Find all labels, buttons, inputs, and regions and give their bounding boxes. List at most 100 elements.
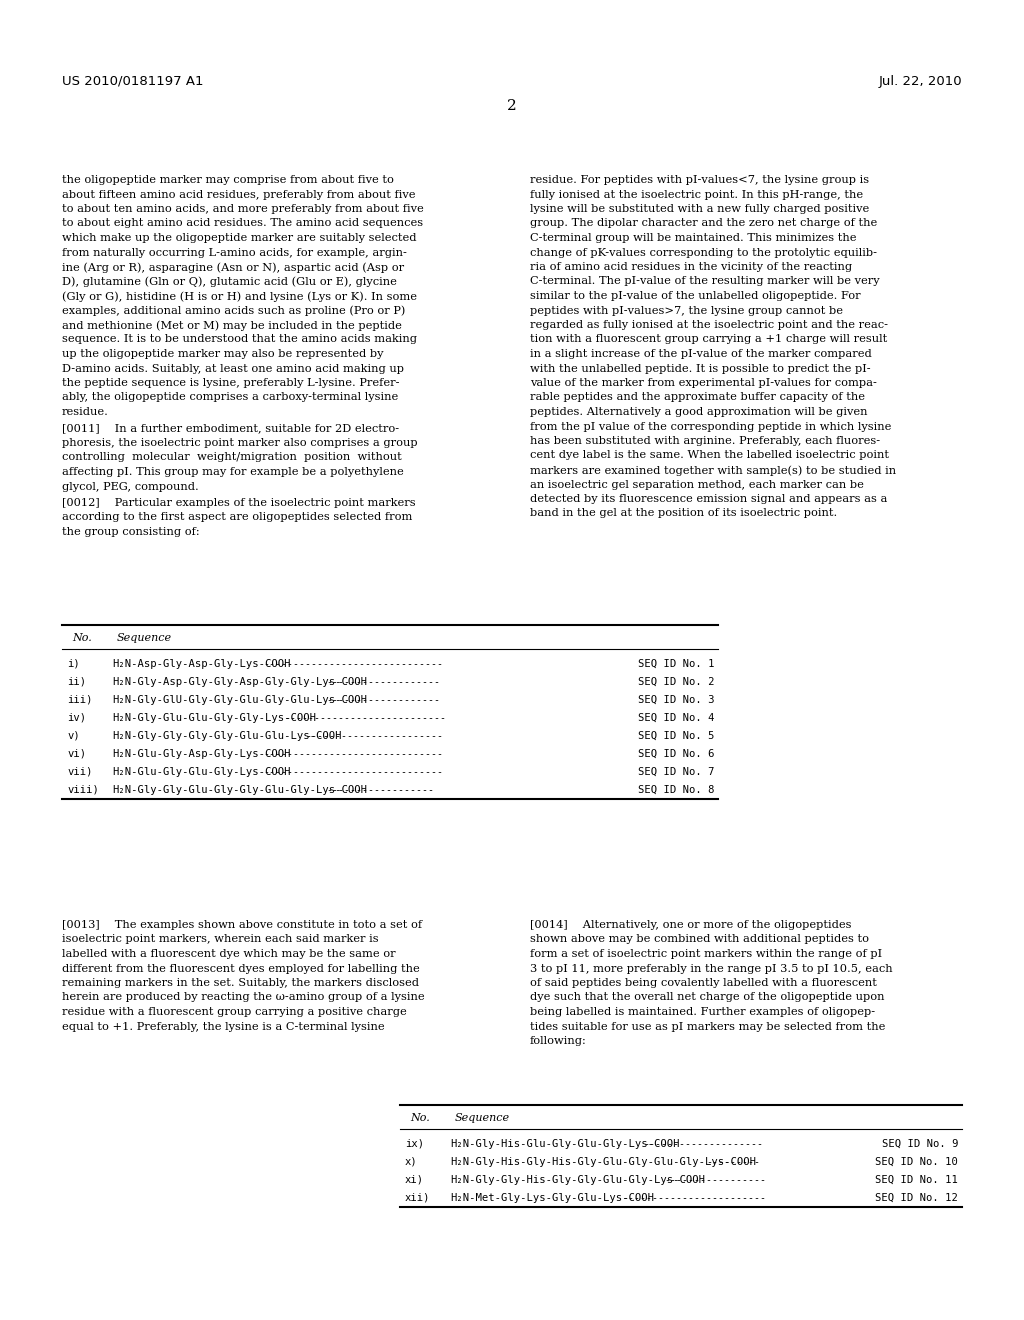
Text: SEQ ID No. 7: SEQ ID No. 7 — [638, 767, 714, 777]
Text: tion with a fluorescent group carrying a +1 charge will result: tion with a fluorescent group carrying a… — [530, 334, 887, 345]
Text: with the unlabelled peptide. It is possible to predict the pI-: with the unlabelled peptide. It is possi… — [530, 363, 870, 374]
Text: SEQ ID No. 8: SEQ ID No. 8 — [638, 785, 714, 795]
Text: xi): xi) — [406, 1175, 424, 1185]
Text: ------------------------: ------------------------ — [622, 1193, 766, 1203]
Text: ix): ix) — [406, 1139, 424, 1148]
Text: xii): xii) — [406, 1193, 430, 1203]
Text: [0013]  The examples shown above constitute in toto a set of: [0013] The examples shown above constitu… — [62, 920, 422, 931]
Text: rable peptides and the approximate buffer capacity of the: rable peptides and the approximate buffe… — [530, 392, 865, 403]
Text: [0012]  Particular examples of the isoelectric point markers: [0012] Particular examples of the isoele… — [62, 498, 416, 508]
Text: residue. For peptides with pI-values<7, the lysine group is: residue. For peptides with pI-values<7, … — [530, 176, 869, 185]
Text: Jul. 22, 2010: Jul. 22, 2010 — [879, 75, 962, 88]
Text: ria of amino acid residues in the vicinity of the reacting: ria of amino acid residues in the vicini… — [530, 261, 852, 272]
Text: SEQ ID No. 10: SEQ ID No. 10 — [876, 1158, 958, 1167]
Text: herein are produced by reacting the ω-amino group of a lysine: herein are produced by reacting the ω-am… — [62, 993, 425, 1002]
Text: residue with a fluorescent group carrying a positive charge: residue with a fluorescent group carryin… — [62, 1007, 407, 1016]
Text: i): i) — [67, 659, 80, 669]
Text: (Gly or G), histidine (H is or H) and lysine (Lys or K). In some: (Gly or G), histidine (H is or H) and ly… — [62, 290, 417, 301]
Text: --------------------: -------------------- — [643, 1139, 763, 1148]
Text: peptides with pI-values>7, the lysine group cannot be: peptides with pI-values>7, the lysine gr… — [530, 305, 843, 315]
Text: similar to the pI-value of the unlabelled oligopeptide. For: similar to the pI-value of the unlabelle… — [530, 290, 860, 301]
Text: No.: No. — [410, 1113, 430, 1123]
Text: from the pI value of the corresponding peptide in which lysine: from the pI value of the corresponding p… — [530, 421, 891, 432]
Text: iii): iii) — [67, 696, 92, 705]
Text: ------------------: ------------------ — [326, 785, 434, 795]
Text: the oligopeptide marker may comprise from about five to: the oligopeptide marker may comprise fro… — [62, 176, 394, 185]
Text: labelled with a fluorescent dye which may be the same or: labelled with a fluorescent dye which ma… — [62, 949, 395, 960]
Text: has been substituted with arginine. Preferably, each fluores-: has been substituted with arginine. Pref… — [530, 436, 880, 446]
Text: ------------------------------: ------------------------------ — [263, 659, 443, 669]
Text: Sequence: Sequence — [117, 634, 172, 643]
Text: markers are examined together with sample(s) to be studied in: markers are examined together with sampl… — [530, 465, 896, 475]
Text: x): x) — [406, 1158, 418, 1167]
Text: being labelled is maintained. Further examples of oligopep-: being labelled is maintained. Further ex… — [530, 1007, 876, 1016]
Text: following:: following: — [530, 1036, 587, 1045]
Text: examples, additional amino acids such as proline (Pro or P): examples, additional amino acids such as… — [62, 305, 406, 315]
Text: which make up the oligopeptide marker are suitably selected: which make up the oligopeptide marker ar… — [62, 234, 417, 243]
Text: value of the marker from experimental pI-values for compa-: value of the marker from experimental pI… — [530, 378, 877, 388]
Text: about fifteen amino acid residues, preferably from about five: about fifteen amino acid residues, prefe… — [62, 190, 416, 199]
Text: H₂N-Gly-Gly-Glu-Gly-Gly-Glu-Gly-Lys-COOH: H₂N-Gly-Gly-Glu-Gly-Gly-Glu-Gly-Lys-COOH — [112, 785, 367, 795]
Text: C-terminal. The pI-value of the resulting marker will be very: C-terminal. The pI-value of the resultin… — [530, 276, 880, 286]
Text: H₂N-Gly-Gly-Gly-Gly-Glu-Glu-Lys-COOH: H₂N-Gly-Gly-Gly-Gly-Glu-Glu-Lys-COOH — [112, 731, 341, 741]
Text: residue.: residue. — [62, 407, 109, 417]
Text: ------------------------------: ------------------------------ — [263, 767, 443, 777]
Text: group. The dipolar character and the zero net charge of the: group. The dipolar character and the zer… — [530, 219, 878, 228]
Text: ---------------------------: --------------------------- — [284, 713, 446, 723]
Text: form a set of isoelectric point markers within the range of pI: form a set of isoelectric point markers … — [530, 949, 882, 960]
Text: vii): vii) — [67, 767, 92, 777]
Text: SEQ ID No. 3: SEQ ID No. 3 — [638, 696, 714, 705]
Text: ---------: --------- — [706, 1158, 760, 1167]
Text: H₂N-Glu-Gly-Glu-Gly-Lys-COOH: H₂N-Glu-Gly-Glu-Gly-Lys-COOH — [112, 767, 291, 777]
Text: H₂N-Gly-Glu-Glu-Gly-Gly-Lys-COOH: H₂N-Gly-Glu-Glu-Gly-Gly-Lys-COOH — [112, 713, 316, 723]
Text: ine (Arg or R), asparagine (Asn or N), aspartic acid (Asp or: ine (Arg or R), asparagine (Asn or N), a… — [62, 261, 404, 272]
Text: SEQ ID No. 6: SEQ ID No. 6 — [638, 748, 714, 759]
Text: US 2010/0181197 A1: US 2010/0181197 A1 — [62, 75, 204, 88]
Text: iv): iv) — [67, 713, 86, 723]
Text: up the oligopeptide marker may also be represented by: up the oligopeptide marker may also be r… — [62, 348, 384, 359]
Text: [0014]  Alternatively, one or more of the oligopeptides: [0014] Alternatively, one or more of the… — [530, 920, 852, 931]
Text: to about ten amino acids, and more preferably from about five: to about ten amino acids, and more prefe… — [62, 205, 424, 214]
Text: in a slight increase of the pI-value of the marker compared: in a slight increase of the pI-value of … — [530, 348, 871, 359]
Text: cent dye label is the same. When the labelled isoelectric point: cent dye label is the same. When the lab… — [530, 450, 889, 461]
Text: glycol, PEG, compound.: glycol, PEG, compound. — [62, 482, 199, 491]
Text: SEQ ID No. 11: SEQ ID No. 11 — [876, 1175, 958, 1185]
Text: equal to +1. Preferably, the lysine is a C-terminal lysine: equal to +1. Preferably, the lysine is a… — [62, 1022, 385, 1031]
Text: according to the first aspect are oligopeptides selected from: according to the first aspect are oligop… — [62, 512, 413, 523]
Text: 2: 2 — [507, 99, 517, 114]
Text: to about eight amino acid residues. The amino acid sequences: to about eight amino acid residues. The … — [62, 219, 423, 228]
Text: H₂N-Gly-GlU-Gly-Gly-Glu-Gly-Glu-Lys-COOH: H₂N-Gly-GlU-Gly-Gly-Glu-Gly-Glu-Lys-COOH — [112, 696, 367, 705]
Text: 3 to pI 11, more preferably in the range pI 3.5 to pI 10.5, each: 3 to pI 11, more preferably in the range… — [530, 964, 893, 974]
Text: lysine will be substituted with a new fully charged positive: lysine will be substituted with a new fu… — [530, 205, 869, 214]
Text: from naturally occurring L-amino acids, for example, argin-: from naturally occurring L-amino acids, … — [62, 248, 407, 257]
Text: SEQ ID No. 1: SEQ ID No. 1 — [638, 659, 714, 669]
Text: viii): viii) — [67, 785, 99, 795]
Text: remaining markers in the set. Suitably, the markers disclosed: remaining markers in the set. Suitably, … — [62, 978, 419, 987]
Text: D), glutamine (Gln or Q), glutamic acid (Glu or E), glycine: D), glutamine (Gln or Q), glutamic acid … — [62, 276, 397, 286]
Text: SEQ ID No. 9: SEQ ID No. 9 — [882, 1139, 958, 1148]
Text: vi): vi) — [67, 748, 86, 759]
Text: SEQ ID No. 4: SEQ ID No. 4 — [638, 713, 714, 723]
Text: SEQ ID No. 2: SEQ ID No. 2 — [638, 677, 714, 686]
Text: H₂N-Gly-Asp-Gly-Gly-Asp-Gly-Gly-Lys-COOH: H₂N-Gly-Asp-Gly-Gly-Asp-Gly-Gly-Lys-COOH — [112, 677, 367, 686]
Text: SEQ ID No. 12: SEQ ID No. 12 — [876, 1193, 958, 1203]
Text: regarded as fully ionised at the isoelectric point and the reac-: regarded as fully ionised at the isoelec… — [530, 319, 888, 330]
Text: -------------------: ------------------- — [326, 677, 440, 686]
Text: ii): ii) — [67, 677, 86, 686]
Text: fully ionised at the isoelectric point. In this pH-range, the: fully ionised at the isoelectric point. … — [530, 190, 863, 199]
Text: change of pK-values corresponding to the protolytic equilib-: change of pK-values corresponding to the… — [530, 248, 877, 257]
Text: the group consisting of:: the group consisting of: — [62, 527, 200, 537]
Text: No.: No. — [72, 634, 92, 643]
Text: an isoelectric gel separation method, each marker can be: an isoelectric gel separation method, ea… — [530, 479, 864, 490]
Text: controlling  molecular  weight/migration  position  without: controlling molecular weight/migration p… — [62, 453, 401, 462]
Text: SEQ ID No. 5: SEQ ID No. 5 — [638, 731, 714, 741]
Text: tides suitable for use as pI markers may be selected from the: tides suitable for use as pI markers may… — [530, 1022, 886, 1031]
Text: different from the fluorescent dyes employed for labelling the: different from the fluorescent dyes empl… — [62, 964, 420, 974]
Text: sequence. It is to be understood that the amino acids making: sequence. It is to be understood that th… — [62, 334, 417, 345]
Text: -----------------------: ----------------------- — [305, 731, 443, 741]
Text: isoelectric point markers, wherein each said marker is: isoelectric point markers, wherein each … — [62, 935, 379, 945]
Text: and methionine (Met or M) may be included in the peptide: and methionine (Met or M) may be include… — [62, 319, 401, 330]
Text: H₂N-Gly-His-Gly-His-Gly-Glu-Gly-Glu-Gly-Lys-COOH: H₂N-Gly-His-Gly-His-Gly-Glu-Gly-Glu-Gly-… — [450, 1158, 756, 1167]
Text: Sequence: Sequence — [455, 1113, 510, 1123]
Text: ------------------------------: ------------------------------ — [263, 748, 443, 759]
